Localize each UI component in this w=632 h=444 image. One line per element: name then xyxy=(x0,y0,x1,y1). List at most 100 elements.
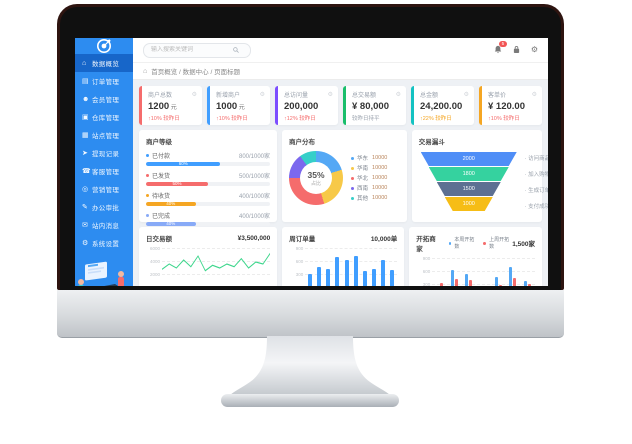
legend-value: 10000 xyxy=(372,175,388,181)
sidebar-item-marketing[interactable]: ◎ 营销管理 xyxy=(75,180,133,198)
sidebar-item-members[interactable]: ☻ 会员管理 xyxy=(75,90,133,108)
gear-icon[interactable]: ⚙ xyxy=(395,92,401,98)
bar xyxy=(362,271,367,286)
gear-icon[interactable]: ⚙ xyxy=(327,92,333,98)
bar-group xyxy=(494,277,502,286)
order-icon: ▤ xyxy=(82,78,89,85)
sidebar-item-label: 站内消息 xyxy=(92,223,120,230)
gear-icon[interactable]: ⚙ xyxy=(531,92,537,98)
kpi-card-sub: ↑10% 较昨日 xyxy=(148,116,180,122)
bar-plot xyxy=(305,248,397,286)
bar-group xyxy=(524,281,532,286)
progress-row-head: 已付款 800/1000家 xyxy=(146,151,270,160)
gear-icon[interactable]: ⚙ xyxy=(191,92,197,98)
breadcrumb[interactable]: ⌂ 首页概览 / 数据中心 / 页面标题 xyxy=(133,63,548,80)
panel-weekly-orders: 周订单量 10,000单 900 600 300 xyxy=(282,227,405,286)
marketing-icon: ◎ xyxy=(82,186,89,193)
topbar: 5 ⚙ xyxy=(133,38,548,63)
donut-center-value: 35% xyxy=(307,169,325,180)
progress-value: 500/1000家 xyxy=(238,174,271,180)
axis-tick: 4000 xyxy=(149,259,160,264)
progress-label: 已付款 xyxy=(152,154,171,160)
kpi-card-unit: 元 xyxy=(169,105,177,111)
panel-title: 交易漏斗 xyxy=(418,139,445,146)
content: 商户总数 ⚙ 1200 元 ↑10% 较昨日 新增商户 ⚙ 1000 元 ↑10% 较昨日 总访… xyxy=(133,80,548,286)
axis-tick: 300 xyxy=(295,272,304,277)
kpi-card-value: ¥ 80,000 xyxy=(352,101,389,112)
lock-icon[interactable] xyxy=(513,45,520,56)
donut-ring: 35% 占比 xyxy=(289,151,344,205)
kpi-card: 商户总数 ⚙ 1200 元 ↑10% 较昨日 xyxy=(139,86,202,125)
progress-fill: 50% xyxy=(146,182,208,186)
progress-value: 800/1000家 xyxy=(238,154,271,160)
sidebar-item-orders[interactable]: ▤ 订单管理 xyxy=(75,72,133,90)
bar xyxy=(326,269,331,286)
monitor-base xyxy=(221,394,399,407)
legend-dot xyxy=(351,176,355,180)
progress-fill: 60% xyxy=(146,162,221,166)
funnel-label: · 访问商品 xyxy=(524,156,548,162)
legend-dot xyxy=(483,241,487,245)
search-input[interactable] xyxy=(149,46,233,54)
legend-item: 华东 10000 xyxy=(351,154,387,162)
sidebar-item-service[interactable]: ☎ 客服管理 xyxy=(75,162,133,180)
target-logo-icon xyxy=(97,39,111,53)
legend-value: 10000 xyxy=(372,185,388,191)
warehouse-icon: ▣ xyxy=(82,114,89,121)
topbar-actions: 5 ⚙ xyxy=(494,40,538,56)
legend-item: 华南 10000 xyxy=(351,164,387,172)
bar xyxy=(498,284,502,286)
kpi-card-sub: ↑10% 较昨日 xyxy=(216,116,248,122)
bar xyxy=(344,259,349,286)
sidebar-item-site[interactable]: ▦ 站点管理 xyxy=(75,126,133,144)
kpi-card-value: 1000 元 xyxy=(216,101,245,112)
monitor-chin xyxy=(57,290,564,338)
kpi-card-value: 200,000 xyxy=(284,101,319,112)
gear-icon[interactable]: ⚙ xyxy=(530,45,538,54)
kpi-card: 总交易额 ⚙ ¥ 80,000 较昨日持平 xyxy=(343,86,406,125)
kpi-card-title: 商户总数 ⚙ xyxy=(148,92,197,99)
kpi-card-title: 总交易额 ⚙ xyxy=(352,92,401,99)
legend-dot xyxy=(146,154,149,157)
sidebar-item-label: 仓库管理 xyxy=(92,115,120,122)
gridline xyxy=(305,274,398,275)
gridline xyxy=(432,258,535,259)
search-box[interactable] xyxy=(143,42,251,58)
gridline xyxy=(162,248,271,249)
kpi-card-value: 24,200.00 xyxy=(420,101,463,112)
sidebar-item-warehouse[interactable]: ▣ 仓库管理 xyxy=(75,108,133,126)
sidebar-item-overview[interactable]: ⌂ 数据概览 xyxy=(75,54,133,72)
legend-dot xyxy=(146,214,149,217)
panel-merchant-level: 商户等级 已付款 800/1000家 60% 已发货 500/1000家 50% 待收货 40… xyxy=(139,130,278,226)
grouped-bar-legend: 本周开拓数 上周开拓数 xyxy=(448,236,513,250)
approval-icon: ✎ xyxy=(82,204,88,211)
sidebar-item-withdraw[interactable]: ➤ 提现记录 xyxy=(75,144,133,162)
bar xyxy=(494,277,498,286)
sidebar-menu: ⌂ 数据概览 ▤ 订单管理 ☻ 会员管理 ▣ 仓库管理 ▦ 站点管理 ➤ 提现记录 ☎ 客服管理 ◎ 营销管理… xyxy=(75,54,133,252)
sidebar-item-messages[interactable]: ✉ 站内消息 xyxy=(75,216,133,234)
progress-value: 400/1000家 xyxy=(238,214,271,220)
gear-icon[interactable]: ⚙ xyxy=(259,92,265,98)
panel-title: 商户分布 xyxy=(289,139,316,146)
notification-bell-icon[interactable]: 5 xyxy=(494,40,507,56)
progress-list: 已付款 800/1000家 60% 已发货 500/1000家 50% 待收货 400/100… xyxy=(146,151,271,226)
app-logo[interactable] xyxy=(75,38,133,54)
bar xyxy=(390,270,395,286)
home-icon: ⌂ xyxy=(82,59,87,67)
middle-panels-row: 商户等级 已付款 800/1000家 60% 已发货 500/1000家 50% 待收货 40… xyxy=(139,130,548,226)
gear-icon[interactable]: ⚙ xyxy=(463,92,469,98)
legend-dot xyxy=(351,156,355,160)
legend-label: 其他 xyxy=(357,196,369,202)
site-icon: ▦ xyxy=(82,132,89,139)
sidebar-item-settings[interactable]: ⚙ 系统设置 xyxy=(75,234,133,252)
kpi-card: 客单价 ⚙ ¥ 120.00 ↑10% 较昨日 xyxy=(479,86,542,125)
kpi-cards-row: 商户总数 ⚙ 1200 元 ↑10% 较昨日 新增商户 ⚙ 1000 元 ↑10% 较昨日 总访… xyxy=(139,86,542,125)
sidebar-item-label: 办公审批 xyxy=(92,205,120,212)
legend-label: 华南 xyxy=(357,166,369,172)
sidebar-item-approval[interactable]: ✎ 办公审批 xyxy=(75,198,133,216)
funnel-labels: · 访问商品 · 加入购物车 · 生成订单 · 支付成功 xyxy=(525,152,548,212)
line-series xyxy=(162,252,271,272)
legend-item: 本周开拓数 xyxy=(448,236,478,250)
legend-item: 华北 10000 xyxy=(351,174,387,182)
